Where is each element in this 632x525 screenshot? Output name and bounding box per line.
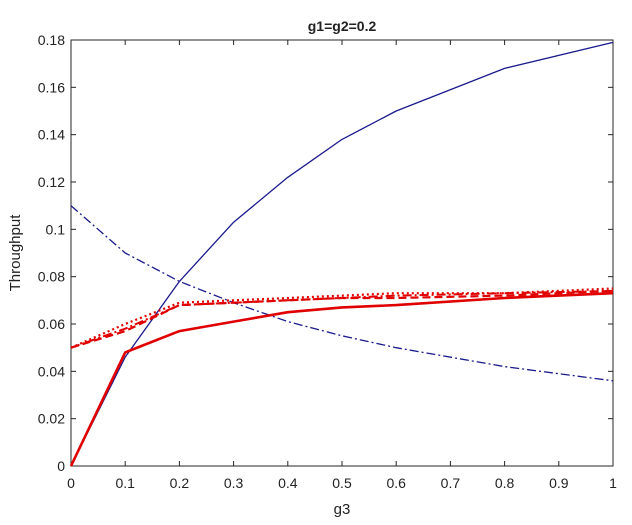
axis-ticks: 0 0.1 0.2 0.3 0.4 0.5 0.6 0.7 0.8 0.9 1 0 0.02 0.04 0.…: [38, 32, 617, 491]
y-tick-label: 0.12: [38, 174, 65, 190]
series-line-2: [70, 205, 614, 382]
y-tick-label: 0.04: [38, 363, 65, 379]
series-layer: [69, 41, 614, 467]
y-tick-label: 0.02: [38, 411, 65, 427]
series-line-1: [70, 41, 614, 467]
x-tick-label: 0.1: [115, 475, 135, 491]
chart-title: g1=g2=0.2: [308, 18, 377, 34]
y-tick-label: 0.1: [46, 221, 66, 237]
series-line-4: [70, 289, 614, 349]
plot-area: [70, 39, 614, 467]
x-tick-label: 0: [67, 475, 75, 491]
y-tick-label: 0.16: [38, 79, 65, 95]
x-tick-label: 0.4: [278, 475, 298, 491]
x-tick-label: 0.7: [441, 475, 461, 491]
series-line-5: [70, 289, 614, 349]
x-tick-label: 1: [609, 475, 617, 491]
series-line-6: [70, 287, 614, 349]
y-tick-label: 0.14: [38, 127, 65, 143]
y-tick-label: 0.18: [38, 32, 65, 48]
x-axis-label: g3: [334, 501, 351, 518]
y-tick-label: 0.06: [38, 316, 65, 332]
x-tick-label: 0.2: [170, 475, 190, 491]
y-tick-label: 0: [57, 458, 65, 474]
x-tick-label: 0.8: [495, 475, 515, 491]
series-line-3: [69, 291, 614, 467]
y-axis-label: Throughput: [7, 214, 24, 292]
x-tick-label: 0.9: [549, 475, 569, 491]
x-tick-label: 0.6: [386, 475, 406, 491]
y-tick-label: 0.08: [38, 269, 65, 285]
x-tick-label: 0.5: [332, 475, 352, 491]
x-tick-label: 0.3: [224, 475, 244, 491]
